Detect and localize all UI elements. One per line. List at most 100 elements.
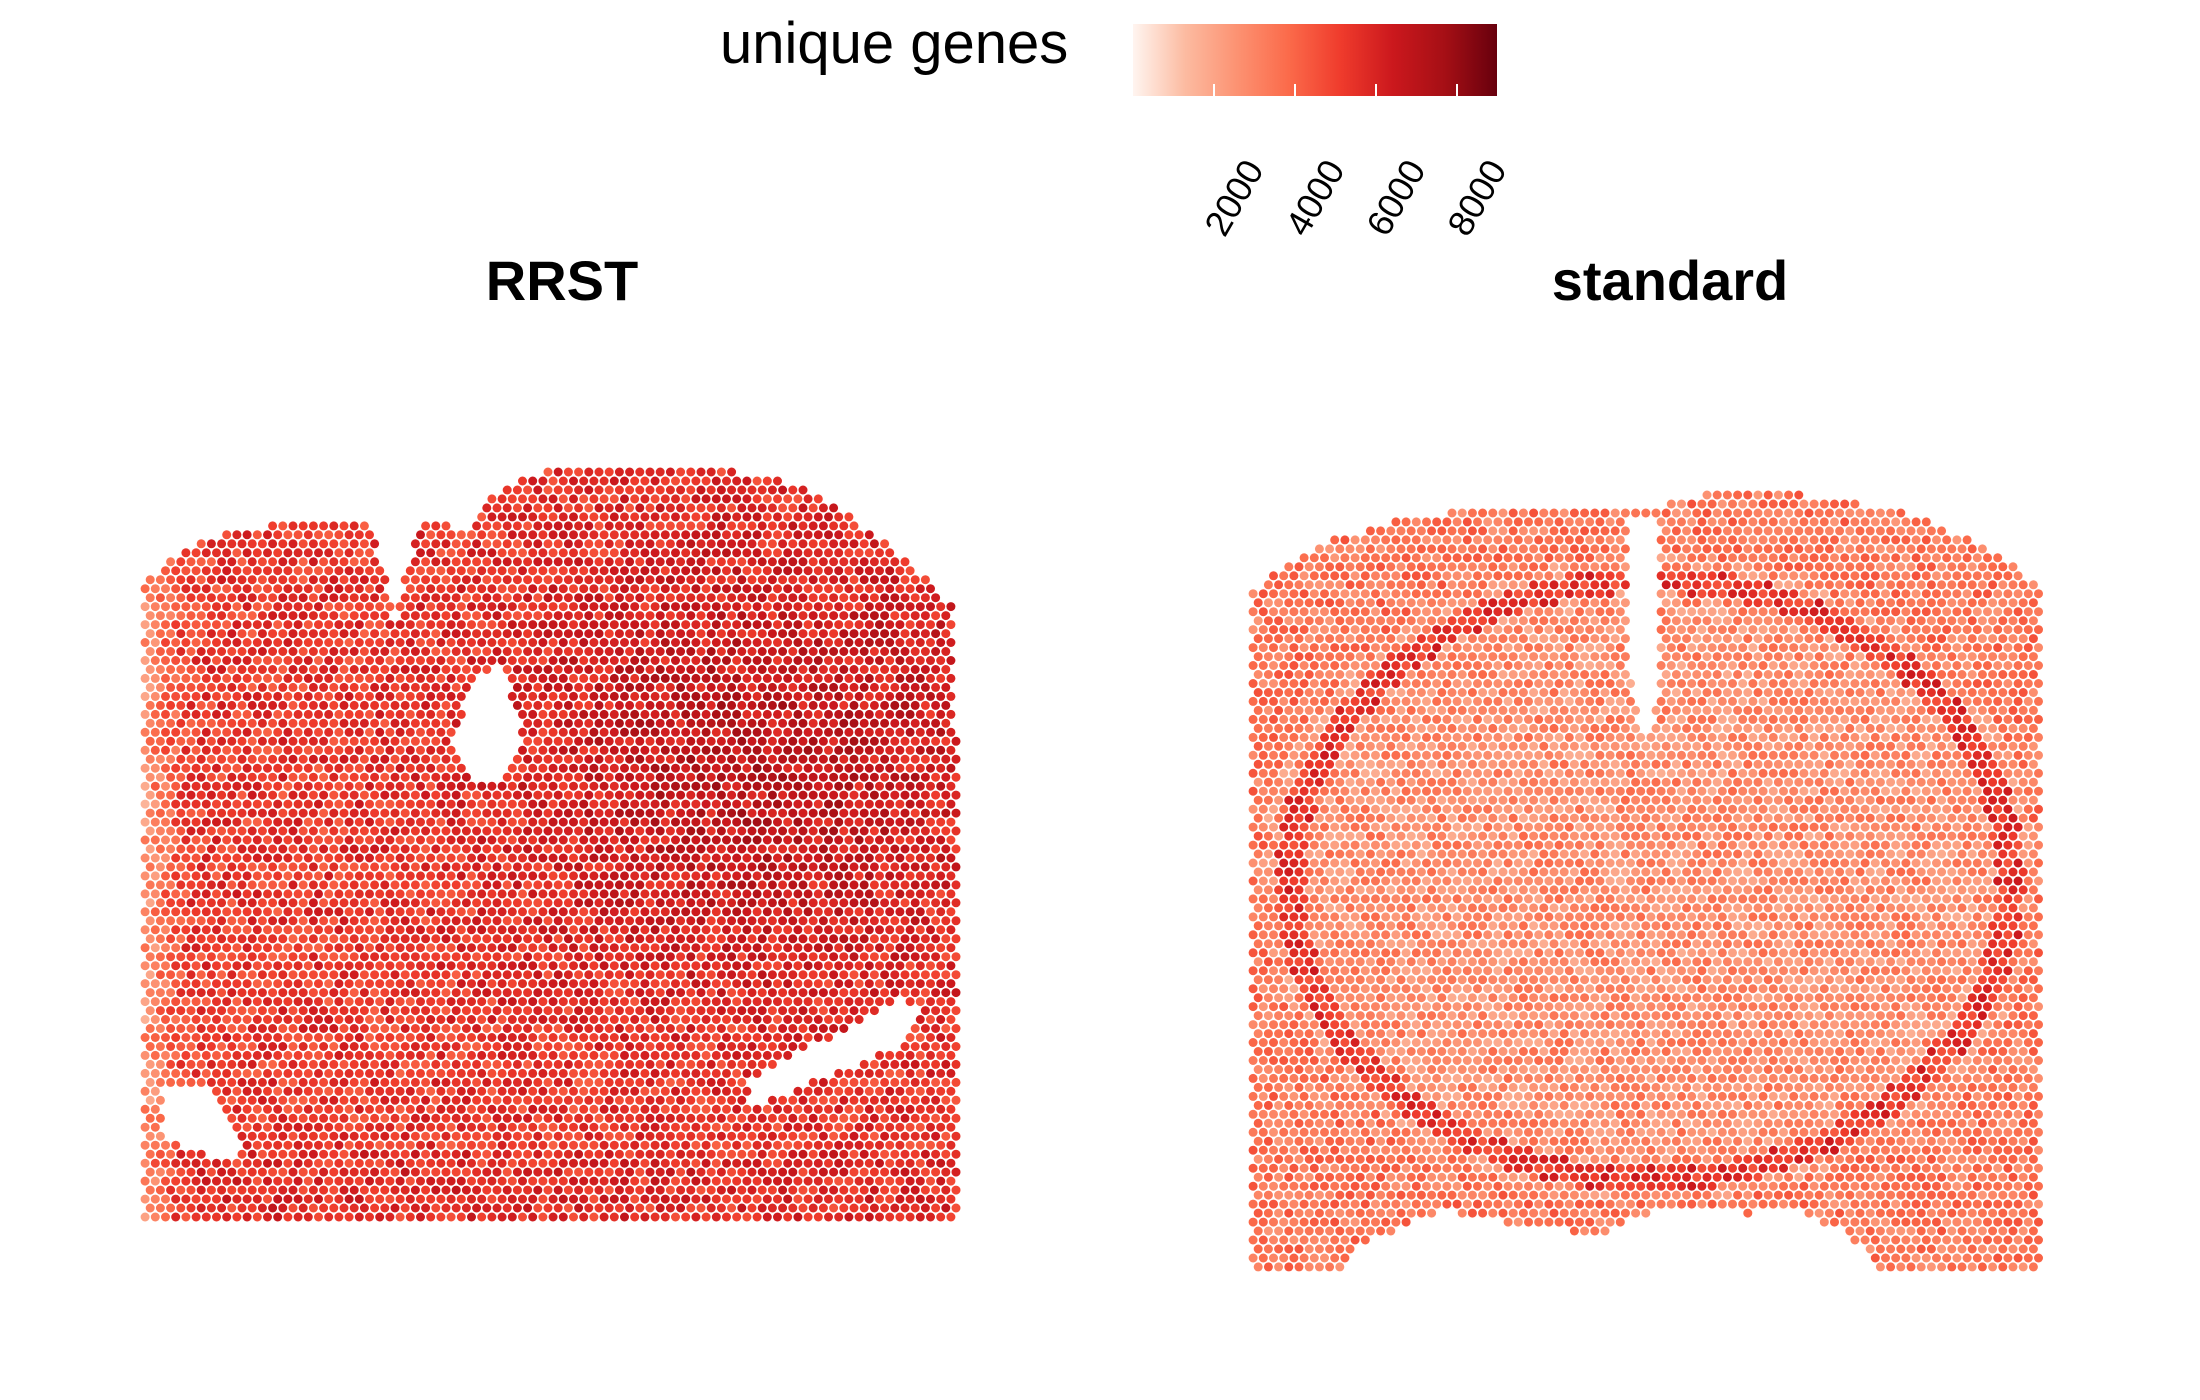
spot [813, 530, 823, 540]
spot [344, 530, 354, 540]
spot [482, 539, 492, 549]
spot-map-rrst [140, 467, 961, 1222]
spot [278, 539, 288, 549]
spot [875, 566, 884, 576]
spot [497, 548, 507, 558]
spot [441, 539, 451, 549]
spot [538, 494, 548, 504]
spot [716, 485, 726, 495]
spot [487, 494, 497, 504]
spot [859, 539, 869, 549]
spot [365, 530, 374, 540]
spot [640, 476, 650, 486]
spot [308, 557, 318, 567]
spot [431, 575, 441, 585]
spot [212, 548, 221, 558]
spot [752, 530, 762, 540]
spot [548, 548, 558, 558]
spot [655, 521, 665, 531]
spot [783, 530, 793, 540]
spot [630, 566, 640, 576]
spot [808, 521, 818, 531]
spot [161, 566, 170, 576]
legend-tick-mark [1293, 84, 1296, 96]
spot [727, 575, 737, 585]
spot [645, 539, 655, 549]
spot [594, 575, 604, 585]
spot [523, 521, 533, 531]
spot [518, 494, 527, 504]
spot [660, 530, 670, 540]
spot [788, 485, 798, 495]
spot [696, 575, 706, 585]
spot [314, 530, 323, 540]
spot [788, 503, 798, 513]
spot [293, 566, 303, 576]
spot [467, 566, 476, 576]
spot [431, 557, 441, 567]
spot [793, 512, 803, 522]
spot [334, 548, 344, 558]
spot [727, 557, 737, 567]
spot [696, 539, 706, 549]
spot [558, 476, 568, 486]
spot [574, 485, 584, 495]
spot [614, 467, 624, 477]
spot [553, 467, 563, 477]
spot [630, 476, 640, 486]
spot [497, 512, 507, 522]
spot [722, 530, 731, 540]
spot [589, 530, 599, 540]
spot [859, 557, 869, 567]
spot [237, 557, 247, 567]
spot [370, 539, 380, 549]
spot [227, 557, 237, 567]
spot [880, 539, 890, 549]
spot [742, 494, 752, 504]
spot [232, 530, 242, 540]
spot [691, 512, 701, 522]
spot [461, 539, 471, 549]
spot [533, 539, 543, 549]
spot [864, 530, 874, 540]
spot [308, 575, 318, 585]
spot [206, 557, 216, 567]
spot [757, 485, 767, 495]
spot [645, 485, 655, 495]
spot [324, 548, 334, 558]
spot [293, 548, 303, 558]
spot [676, 521, 686, 531]
spot [747, 485, 757, 495]
spot [553, 485, 563, 495]
spot [359, 521, 369, 531]
spot [538, 566, 548, 576]
spot [778, 521, 788, 531]
spot [339, 539, 349, 549]
spot [579, 476, 589, 486]
spot [696, 503, 706, 513]
spot [716, 521, 726, 531]
spot [645, 575, 655, 585]
spot [533, 485, 543, 495]
spot [701, 530, 711, 540]
spot [176, 557, 186, 567]
spot [727, 503, 737, 513]
spot [727, 467, 737, 477]
spot [676, 575, 686, 585]
spot [614, 521, 624, 531]
spot [217, 539, 227, 549]
spot [548, 566, 558, 576]
spot [665, 557, 675, 567]
spot [676, 467, 686, 477]
spot [273, 548, 283, 558]
spot [574, 467, 584, 477]
spot [614, 539, 624, 549]
spot [548, 476, 558, 486]
spot [268, 557, 278, 567]
spot [502, 503, 512, 513]
spot [599, 530, 609, 540]
spot [727, 485, 737, 495]
spot [538, 530, 548, 540]
spot [421, 539, 431, 549]
spot [324, 530, 334, 540]
